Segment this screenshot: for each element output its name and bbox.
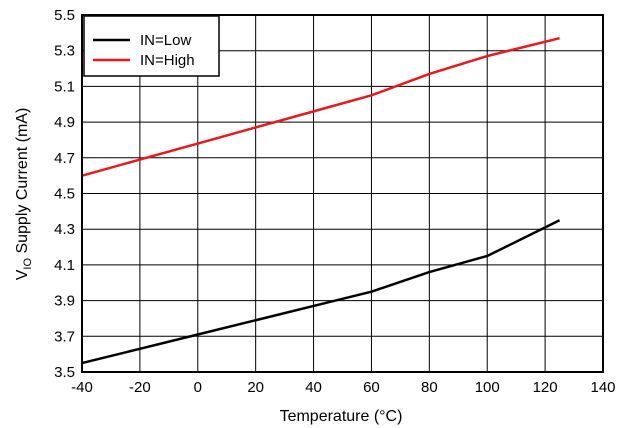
y-tick-label: 3.7	[54, 328, 75, 345]
y-axis-label-main: V	[14, 269, 31, 280]
x-tick-label: 0	[194, 379, 202, 396]
x-tick-label: -40	[71, 379, 93, 396]
y-tick-label: 4.1	[54, 257, 75, 274]
y-axis-label-rest: Supply Current (mA)	[14, 108, 31, 258]
x-tick-label: 120	[533, 379, 558, 396]
x-tick-label: 140	[590, 379, 615, 396]
y-tick-label: 5.3	[54, 43, 75, 60]
y-tick-label: 4.5	[54, 186, 75, 203]
y-tick-label: 3.5	[54, 364, 75, 381]
x-tick-label: 20	[247, 379, 264, 396]
y-tick-label: 3.9	[54, 293, 75, 310]
x-tick-label: -20	[129, 379, 151, 396]
plot-frame	[81, 14, 604, 373]
series-layer	[81, 36, 561, 365]
x-tick-label: 60	[363, 379, 380, 396]
legend-label-in-low: IN=Low	[140, 32, 191, 49]
legend-box	[83, 15, 220, 77]
legend: IN=Low IN=High	[83, 15, 220, 77]
x-axis-ticks: -40 -20 0 20 40 60 80 100 120 140	[71, 379, 615, 396]
y-axis-label-sub: IO	[22, 258, 34, 270]
series-line-in-high	[81, 36, 560, 177]
y-tick-label: 5.5	[54, 7, 75, 24]
y-axis-label: VIO Supply Current (mA)	[14, 108, 34, 281]
y-tick-label: 5.1	[54, 78, 75, 95]
y-tick-label: 4.3	[54, 221, 75, 238]
series-line-in-low	[81, 219, 561, 365]
x-tick-label: 80	[421, 379, 438, 396]
x-tick-label: 100	[475, 379, 500, 396]
y-tick-label: 4.9	[54, 114, 75, 131]
x-tick-label: 40	[305, 379, 322, 396]
x-axis-label: Temperature (°C)	[280, 408, 403, 425]
y-tick-label: 4.7	[54, 150, 75, 167]
y-axis-ticks: 3.5 3.7 3.9 4.1 4.3 4.5 4.7 4.9 5.1 5.3 5.5	[54, 7, 75, 381]
legend-label-in-high: IN=High	[140, 52, 195, 69]
